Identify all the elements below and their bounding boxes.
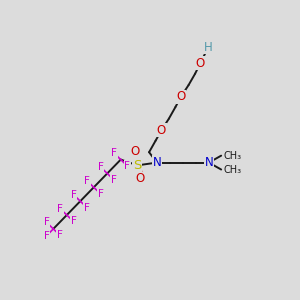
Text: O: O [176, 90, 186, 103]
Text: S: S [133, 159, 142, 172]
Text: O: O [196, 57, 205, 70]
Text: F: F [44, 218, 50, 227]
Text: F: F [57, 230, 63, 240]
Text: F: F [44, 230, 50, 241]
Text: CH₃: CH₃ [224, 151, 242, 161]
Text: N: N [152, 156, 161, 169]
Text: F: F [124, 161, 130, 171]
Text: F: F [57, 204, 63, 214]
Text: O: O [136, 172, 145, 185]
Text: O: O [157, 124, 166, 137]
Text: N: N [205, 156, 213, 169]
Text: F: F [111, 148, 117, 158]
Text: F: F [98, 189, 103, 199]
Text: F: F [84, 202, 90, 213]
Text: CH₃: CH₃ [224, 164, 242, 175]
Text: F: F [84, 176, 90, 186]
Text: F: F [70, 216, 76, 226]
Text: F: F [98, 162, 103, 172]
Text: H: H [204, 40, 213, 54]
Text: F: F [111, 175, 117, 185]
Text: O: O [130, 145, 139, 158]
Text: F: F [71, 190, 76, 200]
